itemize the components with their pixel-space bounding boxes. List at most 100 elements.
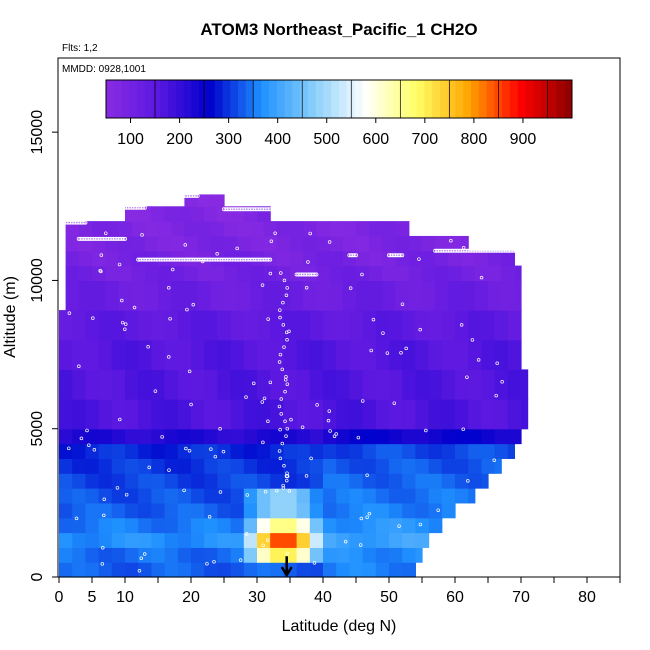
heatmap-cell — [125, 517, 139, 534]
profile-point — [187, 449, 192, 453]
heatmap-cell — [111, 562, 126, 578]
heatmap-cell — [441, 339, 456, 370]
heatmap-cell — [309, 488, 324, 504]
heatmap-cell — [408, 280, 423, 311]
flight-track-point — [142, 205, 147, 210]
profile-point — [327, 409, 332, 413]
y-axis-label: Altitude (m) — [2, 276, 19, 358]
heatmap-cell — [237, 221, 251, 237]
heatmap-cell — [98, 532, 113, 548]
heatmap-cell — [158, 235, 172, 252]
profile-point — [442, 519, 446, 524]
profile-point — [167, 468, 171, 472]
colorbar-tick-label: 600 — [362, 131, 389, 148]
heatmap-cell — [98, 502, 113, 519]
colorbar-segment — [525, 80, 534, 118]
heatmap-cell — [85, 547, 100, 563]
heatmap-cell — [336, 532, 350, 548]
heatmap-cell — [204, 562, 218, 578]
heatmap-cell — [210, 194, 225, 207]
profile-point — [282, 345, 286, 349]
heatmap-cell — [336, 310, 350, 341]
heatmap-cell — [270, 488, 284, 504]
heatmap-cell — [283, 502, 298, 519]
heatmap-cell — [375, 458, 390, 474]
profile-point — [268, 271, 273, 276]
y-tick-label: 10000 — [29, 258, 46, 303]
flight-track-point — [398, 253, 403, 258]
heatmap-cell — [217, 428, 232, 445]
heatmap-cell — [177, 488, 192, 504]
heatmap-cell — [428, 399, 443, 430]
x-tick-label: 80 — [578, 589, 596, 606]
heatmap-cell — [85, 339, 100, 370]
heatmap-cell — [415, 458, 430, 474]
heatmap-cell — [349, 399, 364, 430]
heatmap-cell — [349, 502, 364, 519]
heatmap-cell — [362, 532, 377, 548]
heatmap-cell — [402, 339, 416, 370]
heatmap-cell — [204, 488, 218, 504]
heatmap-cell — [336, 443, 350, 459]
profile-point — [424, 428, 428, 433]
flight-track-layer — [63, 193, 524, 573]
heatmap-cell — [204, 547, 218, 563]
heatmap-cell — [138, 517, 152, 534]
heatmap-cell — [488, 265, 502, 282]
profile-point — [279, 412, 284, 416]
x-tick-label: 20 — [182, 589, 200, 606]
profile-point — [304, 285, 309, 290]
profile-point — [278, 308, 282, 312]
heatmap-cell — [468, 443, 482, 459]
heatmap-cell — [177, 369, 192, 400]
heatmap-cell — [435, 280, 449, 311]
heatmap-cell — [230, 310, 245, 341]
heatmap-cell — [455, 443, 469, 459]
heatmap-cell — [118, 265, 133, 282]
heatmap-cell — [309, 369, 324, 400]
heatmap-cell — [92, 250, 106, 267]
heatmap-cell — [309, 502, 324, 519]
colorbar-segment — [160, 80, 169, 118]
heatmap-cell — [98, 547, 113, 563]
heatmap-cell — [309, 339, 324, 370]
heatmap-cell — [402, 369, 416, 400]
heatmap-cell — [72, 428, 86, 445]
heatmap-cell — [111, 399, 126, 430]
heatmap-cell — [422, 265, 436, 282]
profile-point — [92, 448, 97, 452]
heatmap-cell — [428, 428, 443, 445]
x-tick-label: 40 — [314, 589, 332, 606]
heatmap-cell — [514, 280, 522, 311]
heatmap-cell — [408, 265, 423, 282]
heatmap-cell — [375, 532, 390, 548]
heatmap-cell — [336, 562, 350, 578]
heatmap-cell — [461, 265, 476, 282]
profile-point — [244, 532, 249, 536]
heatmap-cell — [415, 443, 430, 459]
heatmap-cell — [402, 488, 416, 504]
colorbar-segment — [377, 80, 387, 118]
heatmap-cell — [204, 399, 218, 430]
heatmap-cell — [402, 532, 416, 548]
heatmap-cell — [158, 221, 172, 237]
heatmap-cell — [164, 502, 179, 519]
profile-point — [360, 399, 365, 403]
heatmap-cell — [118, 250, 133, 267]
heatmap-cell — [217, 562, 232, 578]
colorbar-segment — [424, 80, 433, 118]
heatmap-cell — [243, 488, 258, 504]
heatmap-cell — [164, 428, 179, 445]
heatmap-cell — [323, 488, 337, 504]
heatmap-cell — [230, 532, 245, 548]
heatmap-cell — [138, 399, 152, 430]
colorbar-segment — [385, 80, 394, 118]
colorbar-segment — [269, 80, 278, 118]
heatmap-cell — [191, 473, 205, 489]
heatmap-cell — [72, 488, 86, 504]
heatmap-cell — [507, 428, 522, 445]
heatmap-cell — [151, 428, 166, 445]
heatmap-cell — [257, 399, 271, 430]
colorbar-segment — [408, 80, 418, 118]
heatmap-cell — [468, 473, 482, 489]
